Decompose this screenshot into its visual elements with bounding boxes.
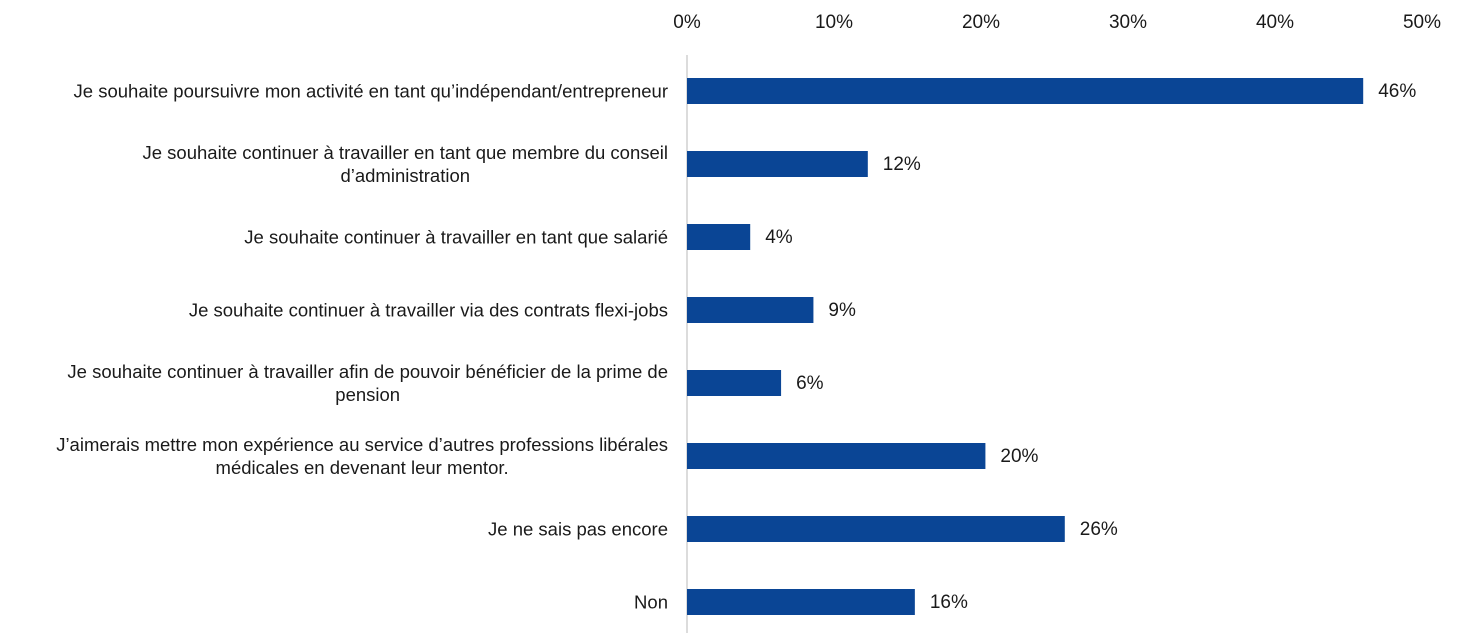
value-label: 20% [1000,446,1038,467]
bar [687,589,915,615]
category-label: Non [634,591,668,613]
bar [687,297,814,323]
value-label: 9% [828,300,856,321]
x-tick-label: 10% [815,12,853,33]
x-tick-label: 0% [673,12,701,33]
x-tick-label: 50% [1403,12,1441,33]
value-label: 26% [1080,519,1118,540]
bar [687,224,751,250]
bar [687,516,1065,542]
bar [687,370,782,396]
category-label: J’aimerais mettre mon expérience au serv… [56,434,668,478]
value-label: 12% [883,154,921,175]
category-label: Je ne sais pas encore [488,518,668,540]
bar [687,151,868,177]
bar [687,78,1364,104]
value-label: 4% [765,227,793,248]
category-label: Je souhaite continuer à travailler afin … [67,361,668,405]
value-label: 46% [1378,81,1416,102]
category-label: Je souhaite poursuivre mon activité en t… [73,80,668,102]
value-label: 6% [796,373,824,394]
category-label: Je souhaite continuer à travailler en ta… [244,226,668,248]
category-label: Je souhaite continuer à travailler via d… [188,299,668,321]
category-label: Je souhaite continuer à travailler en ta… [142,142,669,186]
x-tick-label: 40% [1256,12,1294,33]
x-tick-label: 30% [1109,12,1147,33]
bar [687,443,986,469]
value-label: 16% [930,592,968,613]
x-tick-label: 20% [962,12,1000,33]
